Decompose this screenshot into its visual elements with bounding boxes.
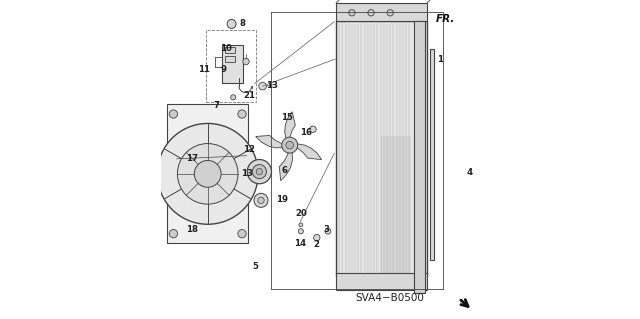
Text: 1: 1 [436,55,443,63]
Circle shape [286,141,294,149]
Text: 10: 10 [220,44,232,53]
Circle shape [258,197,264,204]
Circle shape [195,160,221,187]
Circle shape [243,58,249,65]
Bar [336,3,427,21]
Circle shape [282,137,298,153]
Circle shape [298,229,303,234]
Text: 19: 19 [276,195,288,204]
Bar [225,47,235,53]
Text: 13: 13 [241,169,253,178]
Text: 8: 8 [240,19,246,28]
Polygon shape [279,140,292,181]
Text: 18: 18 [186,225,198,234]
Circle shape [310,126,316,132]
Circle shape [169,230,177,238]
Bar [167,105,248,243]
Text: 7: 7 [214,101,220,110]
Text: 21: 21 [244,91,256,100]
Text: 6: 6 [281,166,287,175]
Polygon shape [285,112,295,150]
Text: 3: 3 [323,225,330,234]
Text: 2: 2 [313,241,319,249]
Circle shape [157,123,258,224]
Text: 13: 13 [266,81,278,90]
Circle shape [247,160,271,184]
Text: 20: 20 [295,209,307,218]
Text: 9: 9 [220,65,226,74]
Text: 16: 16 [300,128,312,137]
Circle shape [368,10,374,16]
Text: 11: 11 [198,65,211,74]
Bar [225,56,235,62]
Bar [414,21,425,293]
Circle shape [256,168,262,175]
Text: 17: 17 [186,154,198,163]
Circle shape [259,82,266,90]
Bar [336,273,427,290]
Circle shape [238,230,246,238]
Circle shape [325,228,331,234]
Bar [336,21,427,276]
Circle shape [169,110,177,118]
Circle shape [299,223,303,227]
Polygon shape [285,144,322,160]
Polygon shape [256,136,294,148]
Circle shape [254,193,268,207]
Circle shape [387,10,394,16]
Bar [222,45,243,83]
Circle shape [314,234,320,241]
Circle shape [230,95,236,100]
Circle shape [238,110,246,118]
Text: FR.: FR. [436,14,456,24]
Circle shape [349,10,355,16]
Text: SVA4−B0500: SVA4−B0500 [356,293,424,303]
Text: 14: 14 [294,239,307,248]
Polygon shape [381,136,411,273]
Circle shape [252,165,266,179]
Circle shape [177,144,238,204]
Text: 4: 4 [467,168,473,177]
Circle shape [227,19,236,28]
Text: 12: 12 [243,145,255,154]
Text: 15: 15 [282,113,293,122]
Bar [206,30,255,102]
Text: 5: 5 [253,262,259,271]
Bar [430,49,434,260]
